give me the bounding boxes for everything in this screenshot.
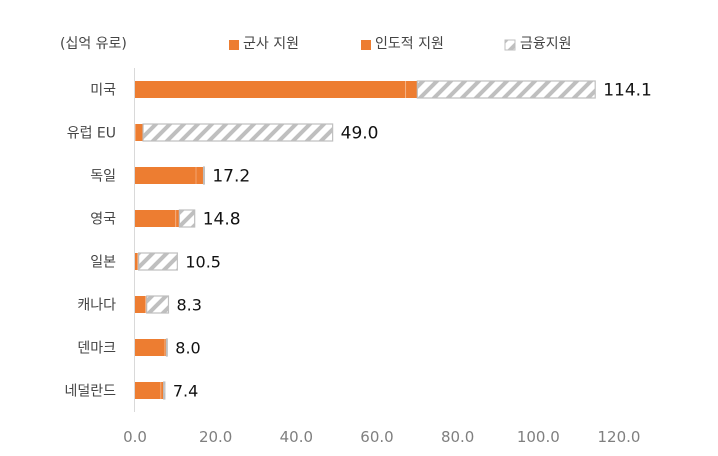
bar-segment-humanitarian [164,339,167,356]
x-tick-label: 20.0 [199,428,232,446]
legend-item-financial: 금융지원 [504,36,572,52]
legend: 군사 지원 인도적 지원 금융지원 [229,36,572,52]
total-value-label: 7.4 [173,382,198,401]
x-tick-label: 60.0 [360,428,393,446]
bar-segment-humanitarian [145,296,147,313]
category-label: 미국 [90,83,116,99]
category-label: 네덜란드 [64,384,116,400]
category-label: 덴마크 [77,341,116,357]
total-value-label: 114.1 [603,81,652,101]
bar-segment-humanitarian [135,124,144,141]
legend-label-financial: 금융지원 [520,36,572,52]
total-value-label: 8.3 [176,296,201,315]
category-label: 일본 [90,255,116,271]
bar-segment-humanitarian [137,253,139,270]
bar-segment-military [135,210,176,227]
bar-segment-humanitarian [160,382,164,399]
legend-label-military: 군사 지원 [243,36,299,52]
bar-segment-financial [202,166,205,185]
bar-segment-financial [416,80,596,99]
category-label: 유럽 EU [67,126,116,142]
legend-item-military: 군사 지원 [229,36,299,52]
category-label: 영국 [90,212,116,228]
total-value-label: 8.0 [175,339,200,358]
bar-segment-financial [163,381,166,400]
legend-swatch-humanitarian [361,40,371,50]
bar-segment-military [135,81,406,98]
x-tick-label: 0.0 [123,428,147,446]
category-label: 독일 [90,169,116,185]
total-labels: 114.1 49.0 17.2 14.8 10.5 8.3 8.0 7.4 [173,81,652,401]
bar-segment-military [135,382,161,399]
bar-segment-military [135,167,196,184]
bar-segment-military [135,296,146,313]
legend-label-humanitarian: 인도적 지원 [375,36,444,52]
bar-segment-military [135,339,165,356]
x-tick-labels: 0.0 20.0 40.0 60.0 80.0 100.0 120.0 [123,428,640,446]
bar-segment-financial [138,252,178,271]
bars [135,80,596,400]
unit-label: (십억 유로) [60,36,127,52]
bar-segment-military [135,253,138,270]
total-value-label: 49.0 [341,124,379,144]
total-value-label: 17.2 [212,167,250,187]
bar-segment-humanitarian [405,81,418,98]
legend-item-humanitarian: 인도적 지원 [361,36,444,52]
x-tick-label: 80.0 [441,428,474,446]
bar-segment-financial [178,209,196,228]
x-tick-label: 40.0 [280,428,313,446]
bar-segment-humanitarian [175,210,180,227]
bar-segment-financial [165,338,168,357]
bar-segment-financial [146,295,170,314]
bar-segment-financial [142,123,334,142]
x-tick-label: 100.0 [517,428,560,446]
legend-swatch-military [229,40,239,50]
bar-segment-humanitarian [195,167,204,184]
legend-swatch-financial [504,39,516,51]
total-value-label: 14.8 [203,210,241,230]
x-tick-label: 120.0 [598,428,641,446]
total-value-label: 10.5 [185,253,221,272]
category-label: 캐나다 [77,298,116,314]
